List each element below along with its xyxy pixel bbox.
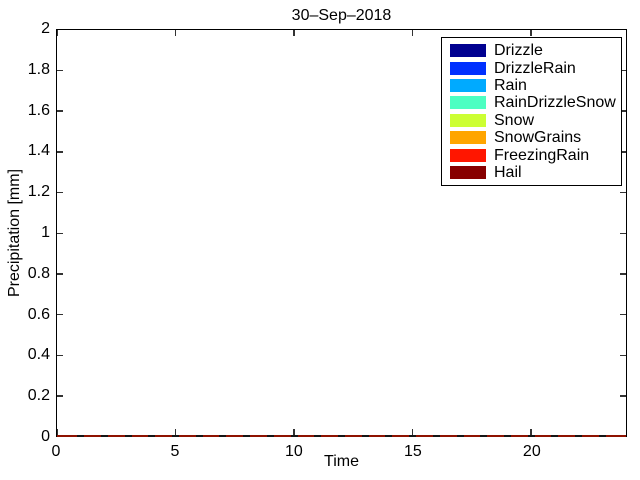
- x-tick: [411, 428, 414, 435]
- legend-color-swatch: [450, 78, 486, 92]
- hour-bar-mark: [243, 434, 251, 437]
- y-tick-right: [620, 395, 626, 397]
- y-tick-label: 0.8: [27, 264, 50, 282]
- legend-color-swatch: [450, 165, 486, 179]
- y-tick: [57, 69, 63, 72]
- hour-bar-mark: [409, 434, 417, 437]
- hour-bar-mark: [124, 434, 132, 437]
- y-tick-right: [620, 232, 626, 234]
- legend-color-swatch: [450, 61, 486, 75]
- hour-bar-mark: [266, 434, 274, 437]
- legend-color-swatch: [450, 148, 486, 162]
- legend-item-label: Rain: [494, 76, 527, 94]
- legend-color-swatch: [450, 44, 486, 58]
- y-tick: [57, 395, 63, 397]
- y-tick-label: 0: [41, 428, 50, 445]
- legend-item: Rain: [450, 77, 621, 94]
- hour-bar-mark: [480, 434, 488, 437]
- hour-bar-mark: [77, 434, 85, 437]
- legend-item: DrizzleRain: [450, 59, 621, 77]
- y-tick-right: [620, 191, 626, 194]
- legend-item-label: Snow: [494, 111, 535, 129]
- x-tick-top: [411, 30, 414, 36]
- y-tick: [57, 273, 63, 275]
- y-tick-right: [620, 273, 626, 275]
- y-tick-right: [620, 151, 626, 153]
- x-tick-top: [293, 30, 295, 36]
- hour-bar-mark: [432, 434, 440, 437]
- hour-bar-mark: [527, 434, 535, 437]
- hour-bar-mark: [290, 434, 298, 437]
- legend-item: Snow: [450, 112, 621, 129]
- hour-bar-mark: [172, 434, 180, 437]
- x-tick: [530, 428, 532, 435]
- legend-item: FreezingRain: [450, 146, 621, 164]
- y-tick-label: 1.8: [27, 60, 50, 78]
- legend-item: RainDrizzleSnow: [450, 94, 621, 111]
- hour-bar-mark: [195, 434, 203, 437]
- hour-bar-mark: [456, 434, 464, 437]
- legend-item-label: SnowGrains: [494, 129, 582, 147]
- y-tick-label: 1.2: [27, 183, 50, 201]
- legend-color-swatch: [450, 113, 486, 127]
- y-tick-right: [620, 69, 626, 72]
- y-tick: [57, 110, 63, 112]
- legend-item: Drizzle: [450, 42, 621, 59]
- x-tick-top: [57, 30, 58, 36]
- x-tick-label: 5: [170, 443, 180, 460]
- legend-item-label: Drizzle: [494, 42, 543, 60]
- x-tick-top: [174, 30, 177, 36]
- y-tick: [57, 151, 63, 153]
- hour-bar-mark: [361, 434, 369, 437]
- hour-bar-mark: [338, 434, 345, 437]
- legend-item-label: Hail: [494, 163, 522, 181]
- hour-bar-mark: [385, 434, 393, 437]
- y-tick: [57, 313, 63, 316]
- y-tick: [57, 191, 63, 194]
- x-tick-label: 15: [403, 443, 422, 460]
- legend-item-label: RainDrizzleSnow: [494, 94, 616, 112]
- hour-bar-mark: [148, 434, 156, 437]
- legend-color-swatch: [450, 131, 486, 145]
- hour-bar-mark: [551, 434, 559, 437]
- legend-item-label: FreezingRain: [494, 146, 590, 164]
- y-tick-right: [620, 313, 626, 316]
- y-tick-label: 2: [41, 20, 50, 37]
- legend: Drizzle DrizzleRain Rain RainDrizzleSnow Sno…: [441, 37, 622, 186]
- legend-item: Hail: [450, 164, 621, 181]
- y-tick-label: 0.4: [27, 346, 50, 364]
- hour-bar-mark: [575, 434, 583, 437]
- y-tick-label: 1: [41, 224, 50, 241]
- hour-bar-mark: [598, 434, 606, 437]
- y-tick-right: [620, 110, 626, 112]
- y-tick-right: [620, 354, 626, 357]
- hour-bar-mark: [503, 434, 511, 437]
- y-tick: [57, 232, 63, 234]
- y-tick-label: 1.6: [27, 101, 50, 119]
- x-tick-top: [530, 30, 532, 36]
- hour-bar-mark: [314, 434, 322, 437]
- hour-bar-mark: [219, 434, 227, 437]
- x-tick: [293, 428, 295, 435]
- x-tick: [57, 428, 58, 435]
- legend-color-swatch: [450, 96, 486, 110]
- legend-item-label: DrizzleRain: [494, 59, 576, 77]
- y-tick-label: 0.2: [27, 387, 50, 405]
- y-tick: [57, 354, 63, 357]
- hour-bar-mark: [100, 434, 108, 437]
- y-tick-label: 0.6: [27, 305, 50, 323]
- x-axis-label: Time: [324, 453, 359, 470]
- x-tick: [174, 428, 177, 435]
- chart-title: 30–Sep–2018: [291, 7, 392, 24]
- x-tick-label: 0: [51, 443, 61, 460]
- y-tick-label: 1.4: [27, 142, 50, 160]
- x-tick-label: 10: [285, 443, 303, 460]
- legend-item: SnowGrains: [450, 129, 621, 146]
- x-tick-label: 20: [522, 443, 541, 460]
